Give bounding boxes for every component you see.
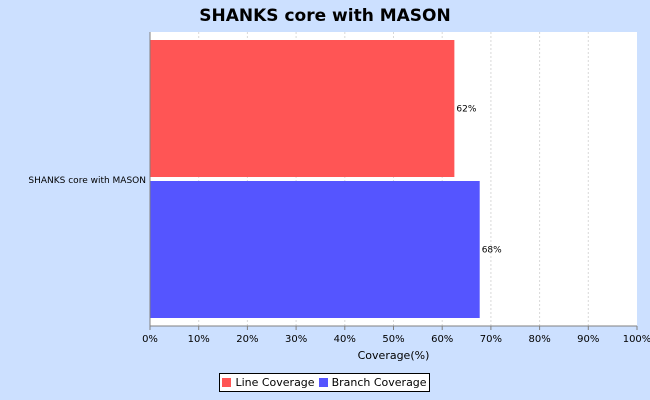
legend-swatch-line-coverage xyxy=(222,378,232,387)
x-tick-label: 90% xyxy=(577,334,599,345)
bar-branch-coverage xyxy=(150,181,480,318)
legend-label-branch-coverage: Branch Coverage xyxy=(331,376,427,389)
x-tick-label: 100% xyxy=(623,334,650,345)
x-tick-label: 0% xyxy=(142,334,158,345)
x-tick-label: 70% xyxy=(480,334,502,345)
chart-title: SHANKS core with MASON xyxy=(199,6,451,26)
x-tick-label: 30% xyxy=(285,334,307,345)
legend-label-line-coverage: Line Coverage xyxy=(235,376,315,389)
x-tick-label: 20% xyxy=(236,334,258,345)
category-label: SHANKS core with MASON xyxy=(28,176,146,186)
x-tick-label: 40% xyxy=(334,334,356,345)
legend-item-line-coverage: Line Coverage xyxy=(222,376,315,389)
x-tick-label: 80% xyxy=(528,334,550,345)
legend-item-branch-coverage: Branch Coverage xyxy=(318,376,427,389)
legend-swatch-branch-coverage xyxy=(318,378,328,387)
x-tick-label: 50% xyxy=(382,334,404,345)
value-label-line-coverage: 62% xyxy=(456,105,476,115)
x-axis-title: Coverage(%) xyxy=(358,349,430,362)
x-tick-label: 10% xyxy=(188,334,210,345)
legend: Line Coverage Branch Coverage xyxy=(219,373,430,392)
value-label-branch-coverage: 68% xyxy=(482,246,502,256)
x-tick-label: 60% xyxy=(431,334,453,345)
bar-line-coverage xyxy=(150,40,455,177)
